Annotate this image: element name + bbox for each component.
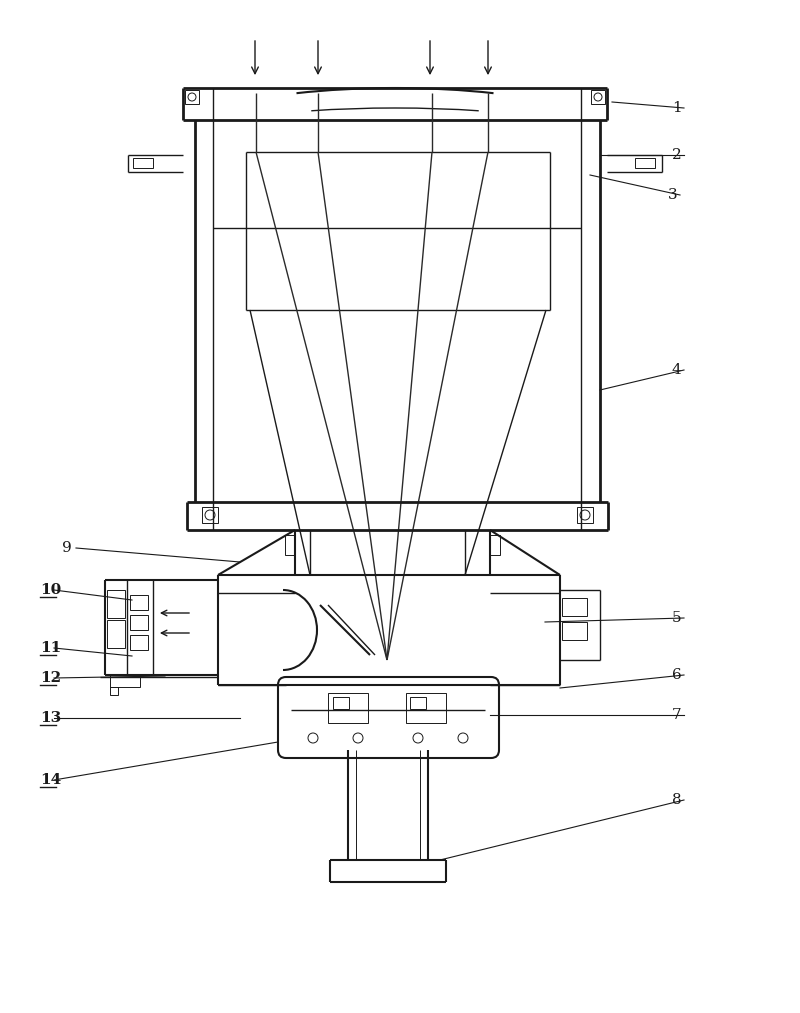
Text: 8: 8 xyxy=(672,793,682,807)
Bar xyxy=(406,693,446,723)
Text: 14: 14 xyxy=(40,773,62,787)
Text: 13: 13 xyxy=(40,711,62,725)
Bar xyxy=(130,595,148,610)
Bar xyxy=(328,693,368,723)
Text: 4: 4 xyxy=(672,363,682,377)
Bar xyxy=(490,535,500,555)
Bar xyxy=(133,158,153,168)
Bar xyxy=(591,90,605,104)
Text: 12: 12 xyxy=(40,671,61,685)
Bar xyxy=(185,90,199,104)
Text: 9: 9 xyxy=(62,541,72,555)
Text: 1: 1 xyxy=(672,101,682,115)
Bar xyxy=(110,687,118,695)
Bar xyxy=(562,598,587,616)
Bar xyxy=(285,535,295,555)
Bar xyxy=(202,506,218,523)
Bar xyxy=(410,697,426,709)
Text: 3: 3 xyxy=(668,188,678,202)
Text: 5: 5 xyxy=(672,611,682,625)
Bar xyxy=(562,622,587,640)
Bar xyxy=(333,697,349,709)
Bar xyxy=(110,675,140,687)
Bar xyxy=(107,590,125,618)
Text: 7: 7 xyxy=(672,708,682,722)
Bar xyxy=(130,615,148,630)
Text: 2: 2 xyxy=(672,148,682,162)
Bar xyxy=(107,620,125,648)
Text: 6: 6 xyxy=(672,668,682,682)
Bar xyxy=(635,158,655,168)
Text: 11: 11 xyxy=(40,641,62,655)
Bar xyxy=(577,506,593,523)
Bar xyxy=(130,635,148,650)
Text: 10: 10 xyxy=(40,583,62,597)
